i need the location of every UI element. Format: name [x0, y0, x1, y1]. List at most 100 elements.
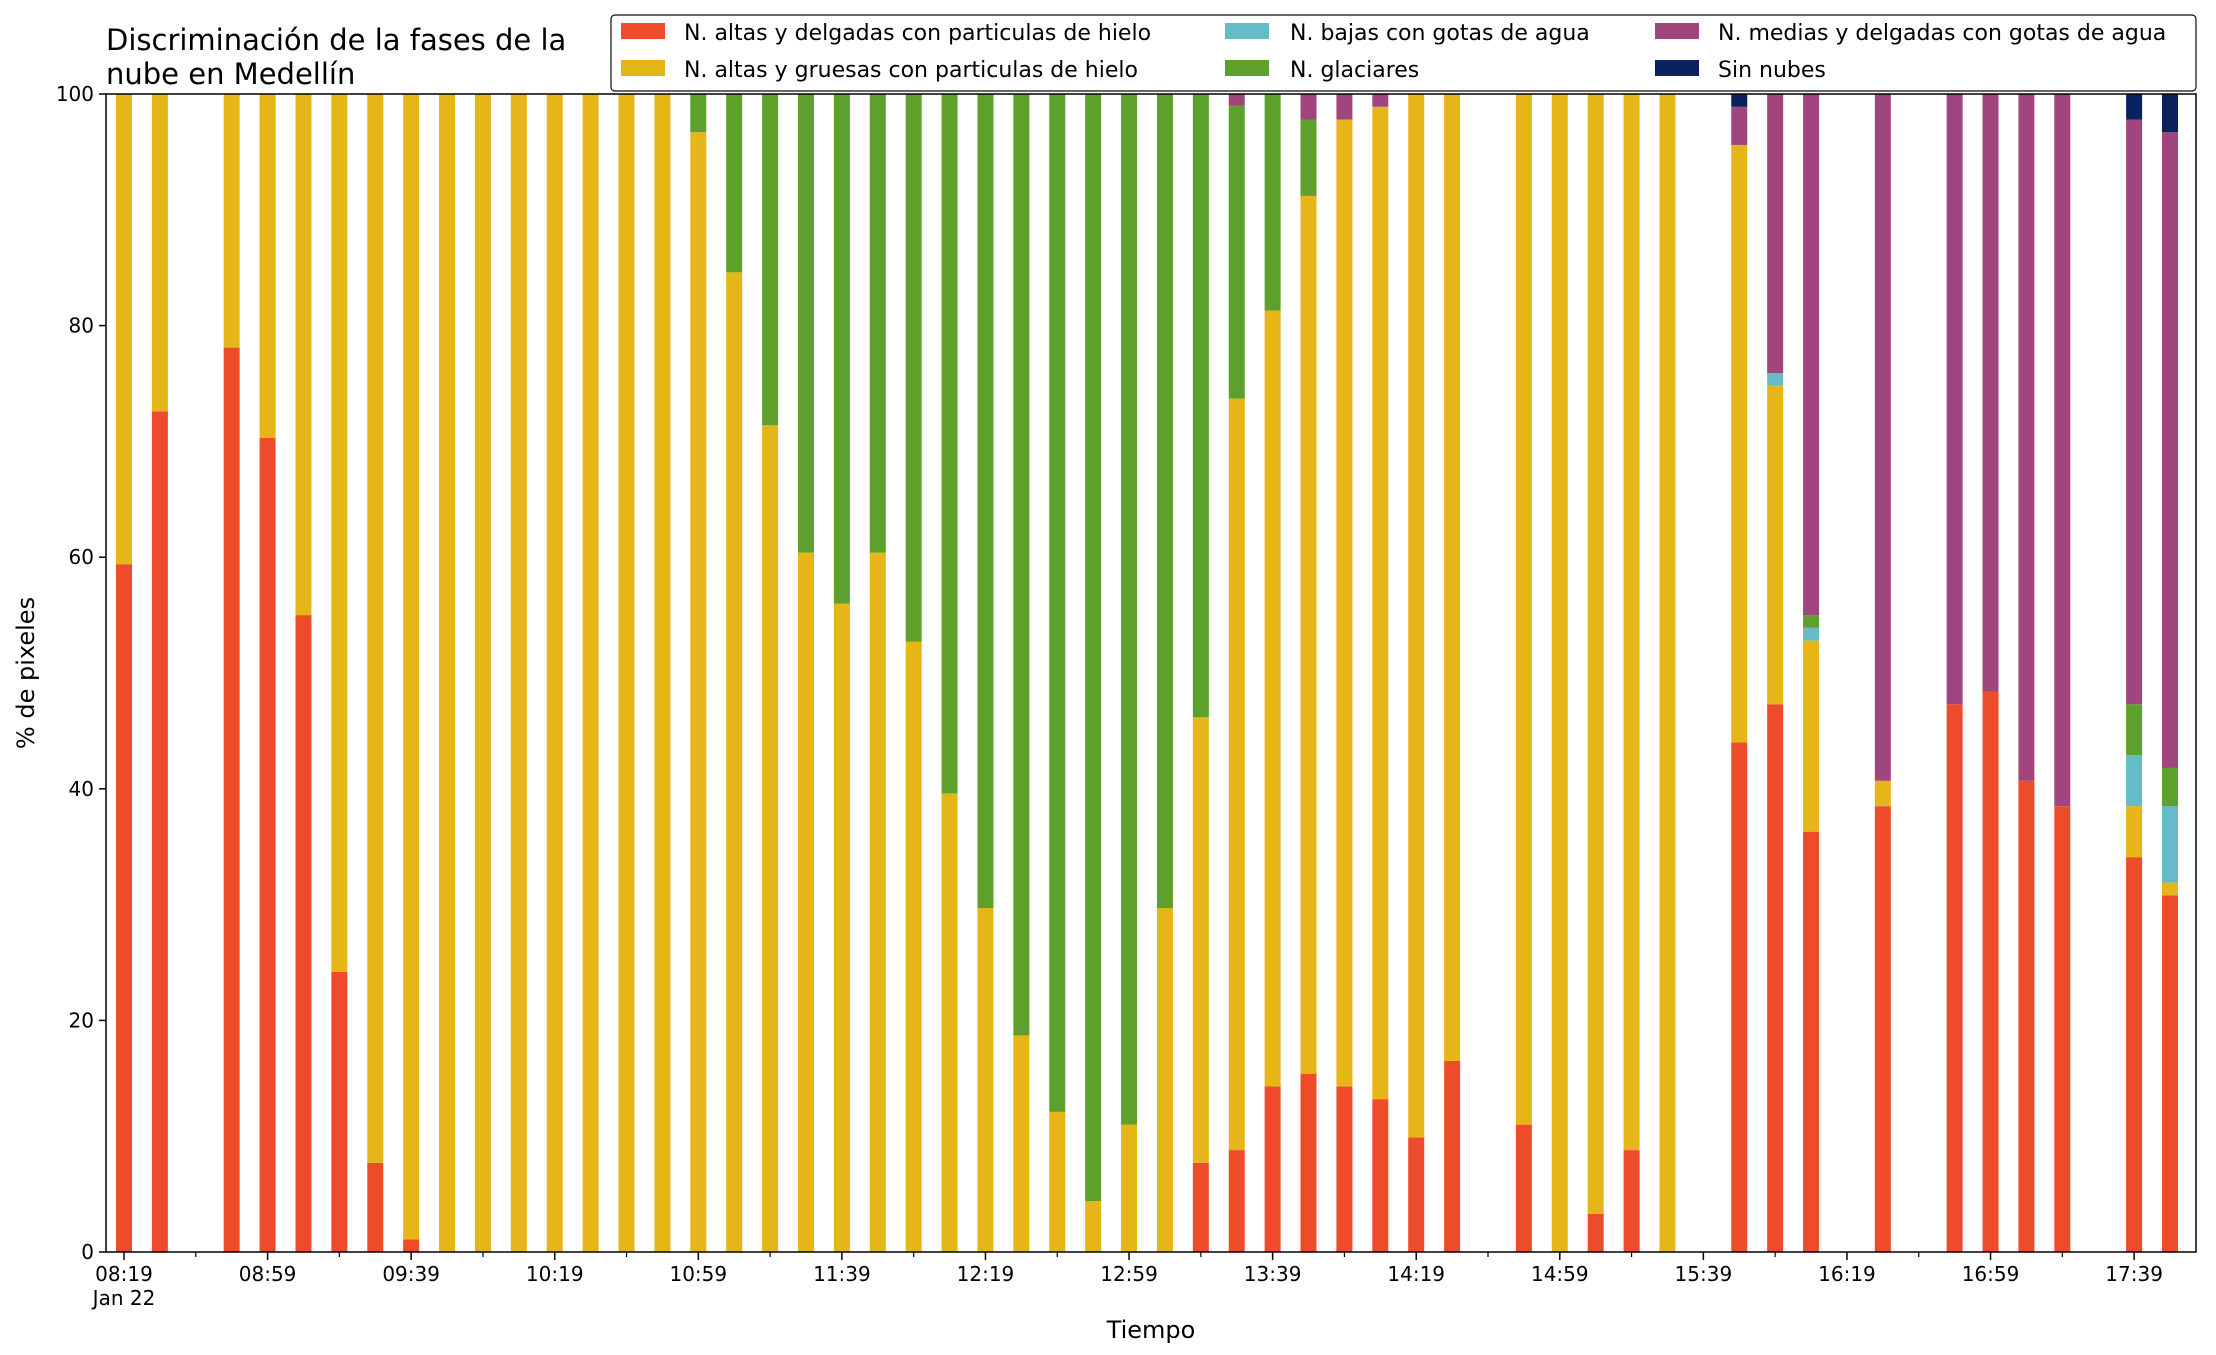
bar-segment-46-series-5	[1874, 94, 1891, 781]
x-tick-label-1259: 12:59	[1100, 1262, 1158, 1286]
bar-stack-1309	[1156, 94, 1173, 1252]
bar-segment-27-series-4	[1085, 94, 1102, 1202]
bar-stack-1209	[941, 94, 958, 1252]
bar-stack-1009	[510, 94, 527, 1252]
x-tick-label-1339: 13:39	[1244, 1262, 1302, 1286]
bar-segment-3-series-2	[223, 94, 240, 348]
bar-segment-44-series-2	[1767, 385, 1784, 705]
bar-segment-38-series-1	[1515, 1124, 1532, 1252]
bar-segment-18-series-2	[762, 425, 779, 1252]
bar-segment-30-series-1	[1192, 1162, 1209, 1252]
bar-segment-43-series-2	[1731, 144, 1748, 743]
bar-segment-22-series-4	[905, 94, 922, 642]
legend-label-6: Sin nubes	[1718, 58, 1826, 83]
bar-segment-6-series-2	[331, 94, 348, 972]
bar-segment-10-series-2	[474, 94, 491, 1252]
bar-segment-28-series-4	[1121, 94, 1138, 1125]
bar-segment-44-series-1	[1767, 704, 1784, 1252]
x-tick-label-1739: 17:39	[2105, 1262, 2163, 1286]
y-tick-label-100: 100	[56, 82, 94, 106]
bar-segment-41-series-2	[1623, 94, 1640, 1151]
bar-segment-3-series-1	[223, 347, 240, 1253]
bar-segment-2-series-1	[151, 411, 168, 1252]
bar-segment-43-series-6	[1731, 94, 1748, 107]
bar-stack-1029	[582, 94, 599, 1252]
x-tick-label-1019: 10:19	[526, 1262, 584, 1286]
y-tick-label-20: 20	[69, 1008, 94, 1032]
bar-segment-28-series-2	[1121, 1124, 1138, 1252]
y-tick-label-60: 60	[69, 545, 94, 569]
x-axis-label: Tiempo	[1106, 1316, 1196, 1344]
legend-label-3: N. bajas con gotas de agua	[1290, 21, 1590, 46]
legend-swatch-2	[621, 60, 665, 76]
bar-segment-34-series-5	[1336, 94, 1353, 120]
bar-segment-52-series-5	[2162, 132, 2178, 768]
bar-stack-1429	[1444, 94, 1461, 1252]
bar-stack-1409	[1372, 94, 1389, 1252]
bar-segment-7-series-1	[367, 1162, 384, 1252]
bar-segment-33-series-2	[1300, 195, 1317, 1074]
legend-label-1: N. altas y delgadas con particulas de hi…	[684, 21, 1151, 46]
chart-title-line-2: nube en Medellín	[106, 57, 355, 91]
bar-segment-15-series-2	[654, 94, 671, 1252]
bar-stack-1129	[798, 94, 814, 1252]
bar-segment-51-series-5	[2126, 119, 2143, 705]
bar-segment-52-series-2	[2162, 882, 2178, 896]
x-tick-label-1139: 11:39	[813, 1262, 871, 1286]
bar-segment-42-series-2	[1659, 94, 1676, 1252]
bar-segment-45-series-4	[1803, 615, 1820, 628]
x-tick-label-1619: 16:19	[1818, 1262, 1876, 1286]
bar-segment-4-series-1	[259, 437, 276, 1252]
bar-segment-12-series-2	[546, 94, 563, 1252]
x-tick-label-1059: 10:59	[669, 1262, 727, 1286]
bar-segment-22-series-2	[905, 641, 922, 1252]
x-tick-sublabel-date: Jan 22	[91, 1286, 156, 1310]
bar-segment-51-series-6	[2126, 94, 2143, 120]
bar-segment-48-series-1	[1982, 691, 1999, 1252]
bar-stack-1329	[1228, 94, 1245, 1252]
bar-segment-52-series-1	[2162, 895, 2178, 1252]
bar-stack-0859	[259, 94, 276, 1252]
y-axis-label: % de pixeles	[12, 597, 40, 749]
bar-segment-46-series-1	[1874, 806, 1891, 1252]
x-tick-label-1539: 15:39	[1675, 1262, 1733, 1286]
bar-stack-1459	[1551, 94, 1568, 1252]
y-tick-label-0: 0	[81, 1240, 94, 1264]
bar-stack-1529	[1659, 94, 1676, 1252]
bar-stack-1629	[1874, 94, 1891, 1252]
bar-stack-0909	[295, 94, 312, 1252]
bar-segment-51-series-3	[2126, 755, 2143, 807]
bar-segment-45-series-1	[1803, 831, 1820, 1252]
bar-stack-1239	[1049, 94, 1066, 1252]
bar-segment-47-series-5	[1946, 94, 1963, 705]
bar-segment-49-series-5	[2018, 94, 2035, 781]
bar-stack-1139	[833, 94, 850, 1252]
bar-segment-13-series-2	[582, 94, 599, 1252]
bar-stack-1059	[690, 94, 707, 1253]
bar-segment-52-series-6	[2162, 94, 2178, 133]
bar-segment-8-series-1	[403, 1239, 420, 1252]
bar-segment-11-series-2	[510, 94, 527, 1252]
legend-box	[610, 14, 2197, 92]
bar-segment-40-series-1	[1587, 1213, 1604, 1252]
bar-segment-50-series-5	[2054, 94, 2071, 807]
bar-stack-1709	[2018, 94, 2035, 1252]
bar-stack-1119	[762, 94, 779, 1252]
legend-label-2: N. altas y gruesas con particulas de hie…	[684, 58, 1138, 83]
bar-stack-1549	[1731, 94, 1748, 1252]
bar-segment-30-series-2	[1192, 717, 1209, 1163]
bar-stack-1039	[618, 94, 635, 1252]
bar-segment-19-series-4	[798, 94, 814, 553]
x-tick-label-1419: 14:19	[1387, 1262, 1445, 1286]
bar-stack-0959	[474, 94, 491, 1252]
bar-segment-35-series-1	[1372, 1099, 1389, 1252]
bar-segment-36-series-1	[1408, 1137, 1425, 1252]
y-axis: 0 20 40 60 80 100	[56, 82, 106, 1264]
bar-segment-51-series-4	[2126, 704, 2143, 756]
legend-swatch-4	[1225, 60, 1269, 76]
bar-segment-31-series-2	[1228, 398, 1245, 1151]
bar-segment-45-series-2	[1803, 640, 1820, 832]
bar-segment-26-series-2	[1049, 1111, 1066, 1252]
bar-segment-24-series-4	[977, 94, 994, 909]
